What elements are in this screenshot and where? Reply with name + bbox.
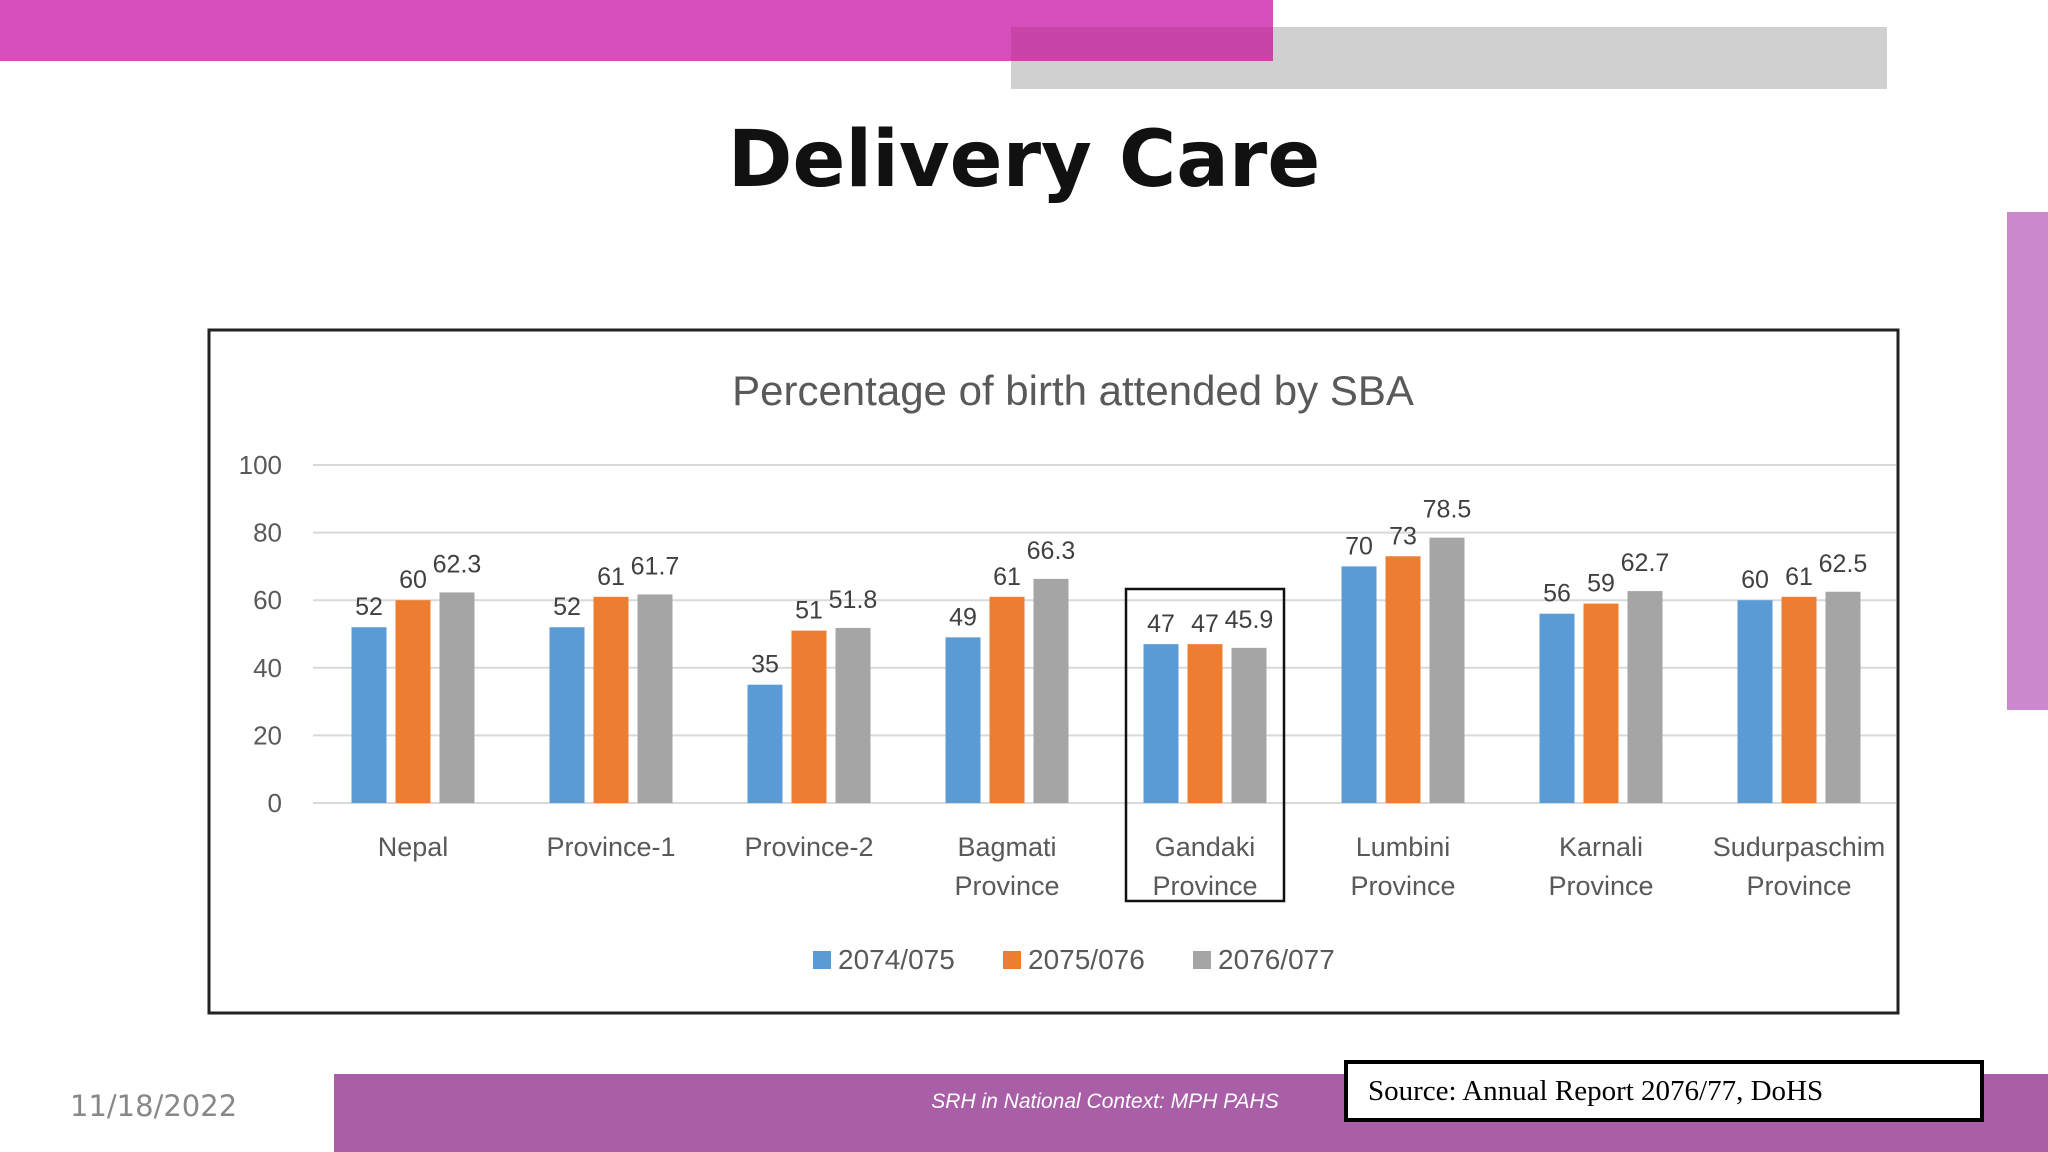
legend-swatch — [1003, 951, 1021, 969]
overlap-decor — [1011, 27, 1273, 61]
bar-2076-077 — [835, 627, 871, 803]
legend-swatch — [1193, 951, 1211, 969]
bar-2075-076 — [791, 630, 827, 803]
category-label: Sudurpaschim — [1713, 832, 1886, 862]
bar-2076-077 — [1231, 647, 1267, 803]
category-label: Province-2 — [744, 832, 873, 862]
slide-title: Delivery Care — [727, 115, 1321, 205]
y-tick-label: 0 — [268, 788, 282, 818]
bar-2074-075 — [351, 627, 387, 803]
bar-2074-075 — [1341, 566, 1377, 803]
source-box: Source: Annual Report 2076/77, DoHS — [1344, 1060, 1984, 1122]
data-label: 47 — [1191, 610, 1219, 638]
legend-swatch — [813, 951, 831, 969]
bar-2075-076 — [1781, 596, 1817, 803]
highlight-box — [1124, 587, 1286, 903]
bar-2074-075 — [945, 637, 981, 803]
category-label: Bagmati — [957, 832, 1056, 862]
category-label: Province-1 — [546, 832, 675, 862]
category-label: Province — [1548, 871, 1653, 901]
data-label: 61 — [1785, 563, 1813, 591]
category-label: Nepal — [378, 832, 449, 862]
category-label: Gandaki — [1155, 832, 1256, 862]
footer-text: SRH in National Context: MPH PAHS — [931, 1090, 1279, 1113]
bar-2075-076 — [1583, 603, 1619, 803]
chart-title: Percentage of birth attended by SBA — [732, 367, 1414, 414]
data-label: 62.7 — [1621, 549, 1670, 577]
data-label: 61 — [993, 563, 1021, 591]
bar-2075-076 — [395, 600, 431, 803]
data-label: 61 — [597, 563, 625, 591]
data-label: 49 — [949, 603, 977, 631]
y-tick-label: 80 — [253, 518, 282, 548]
data-label: 62.5 — [1819, 550, 1868, 578]
data-label: 60 — [399, 566, 427, 594]
bar-2074-075 — [1539, 613, 1575, 803]
bar-2074-075 — [1143, 644, 1179, 803]
y-tick-label: 60 — [253, 585, 282, 615]
data-label: 52 — [355, 593, 383, 621]
bar-2075-076 — [593, 596, 629, 803]
bar-2074-075 — [1737, 600, 1773, 803]
slide-date: 11/18/2022 — [70, 1089, 238, 1123]
category-label: Province — [1152, 871, 1257, 901]
data-label: 45.9 — [1225, 606, 1274, 634]
y-tick-label: 20 — [253, 720, 282, 750]
category-label: Province — [954, 871, 1059, 901]
bar-2074-075 — [747, 684, 783, 803]
category-label: Province — [1746, 871, 1851, 901]
category-label: Province — [1350, 871, 1455, 901]
data-label: 51 — [795, 597, 823, 625]
data-label: 59 — [1587, 570, 1615, 598]
bar-2076-077 — [637, 594, 673, 803]
bar-2074-075 — [549, 627, 585, 803]
bar-2076-077 — [1627, 591, 1663, 803]
bar-2076-077 — [439, 592, 475, 803]
data-label: 60 — [1741, 566, 1769, 594]
data-label: 62.3 — [433, 550, 482, 578]
bar-2075-076 — [989, 596, 1025, 803]
data-label: 47 — [1147, 610, 1175, 638]
bar-2076-077 — [1033, 578, 1069, 803]
y-tick-label: 40 — [253, 653, 282, 683]
data-label: 66.3 — [1027, 537, 1076, 565]
legend-label: 2075/076 — [1028, 944, 1145, 975]
data-label: 35 — [751, 651, 779, 679]
legend-label: 2076/077 — [1218, 944, 1335, 975]
category-label: Karnali — [1559, 832, 1643, 862]
data-label: 73 — [1389, 522, 1417, 550]
bar-2076-077 — [1429, 537, 1465, 803]
category-label: Lumbini — [1356, 832, 1451, 862]
data-label: 78.5 — [1423, 496, 1472, 524]
data-label: 70 — [1345, 532, 1373, 560]
legend-label: 2074/075 — [838, 944, 955, 975]
bar-2075-076 — [1187, 644, 1223, 803]
bar-2076-077 — [1825, 591, 1861, 803]
data-label: 56 — [1543, 580, 1571, 608]
data-label: 51.8 — [829, 586, 878, 614]
data-label: 52 — [553, 593, 581, 621]
y-tick-label: 100 — [239, 450, 282, 480]
bar-2075-076 — [1385, 556, 1421, 803]
data-label: 61.7 — [631, 552, 680, 580]
side-decor-bar — [2007, 212, 2048, 710]
